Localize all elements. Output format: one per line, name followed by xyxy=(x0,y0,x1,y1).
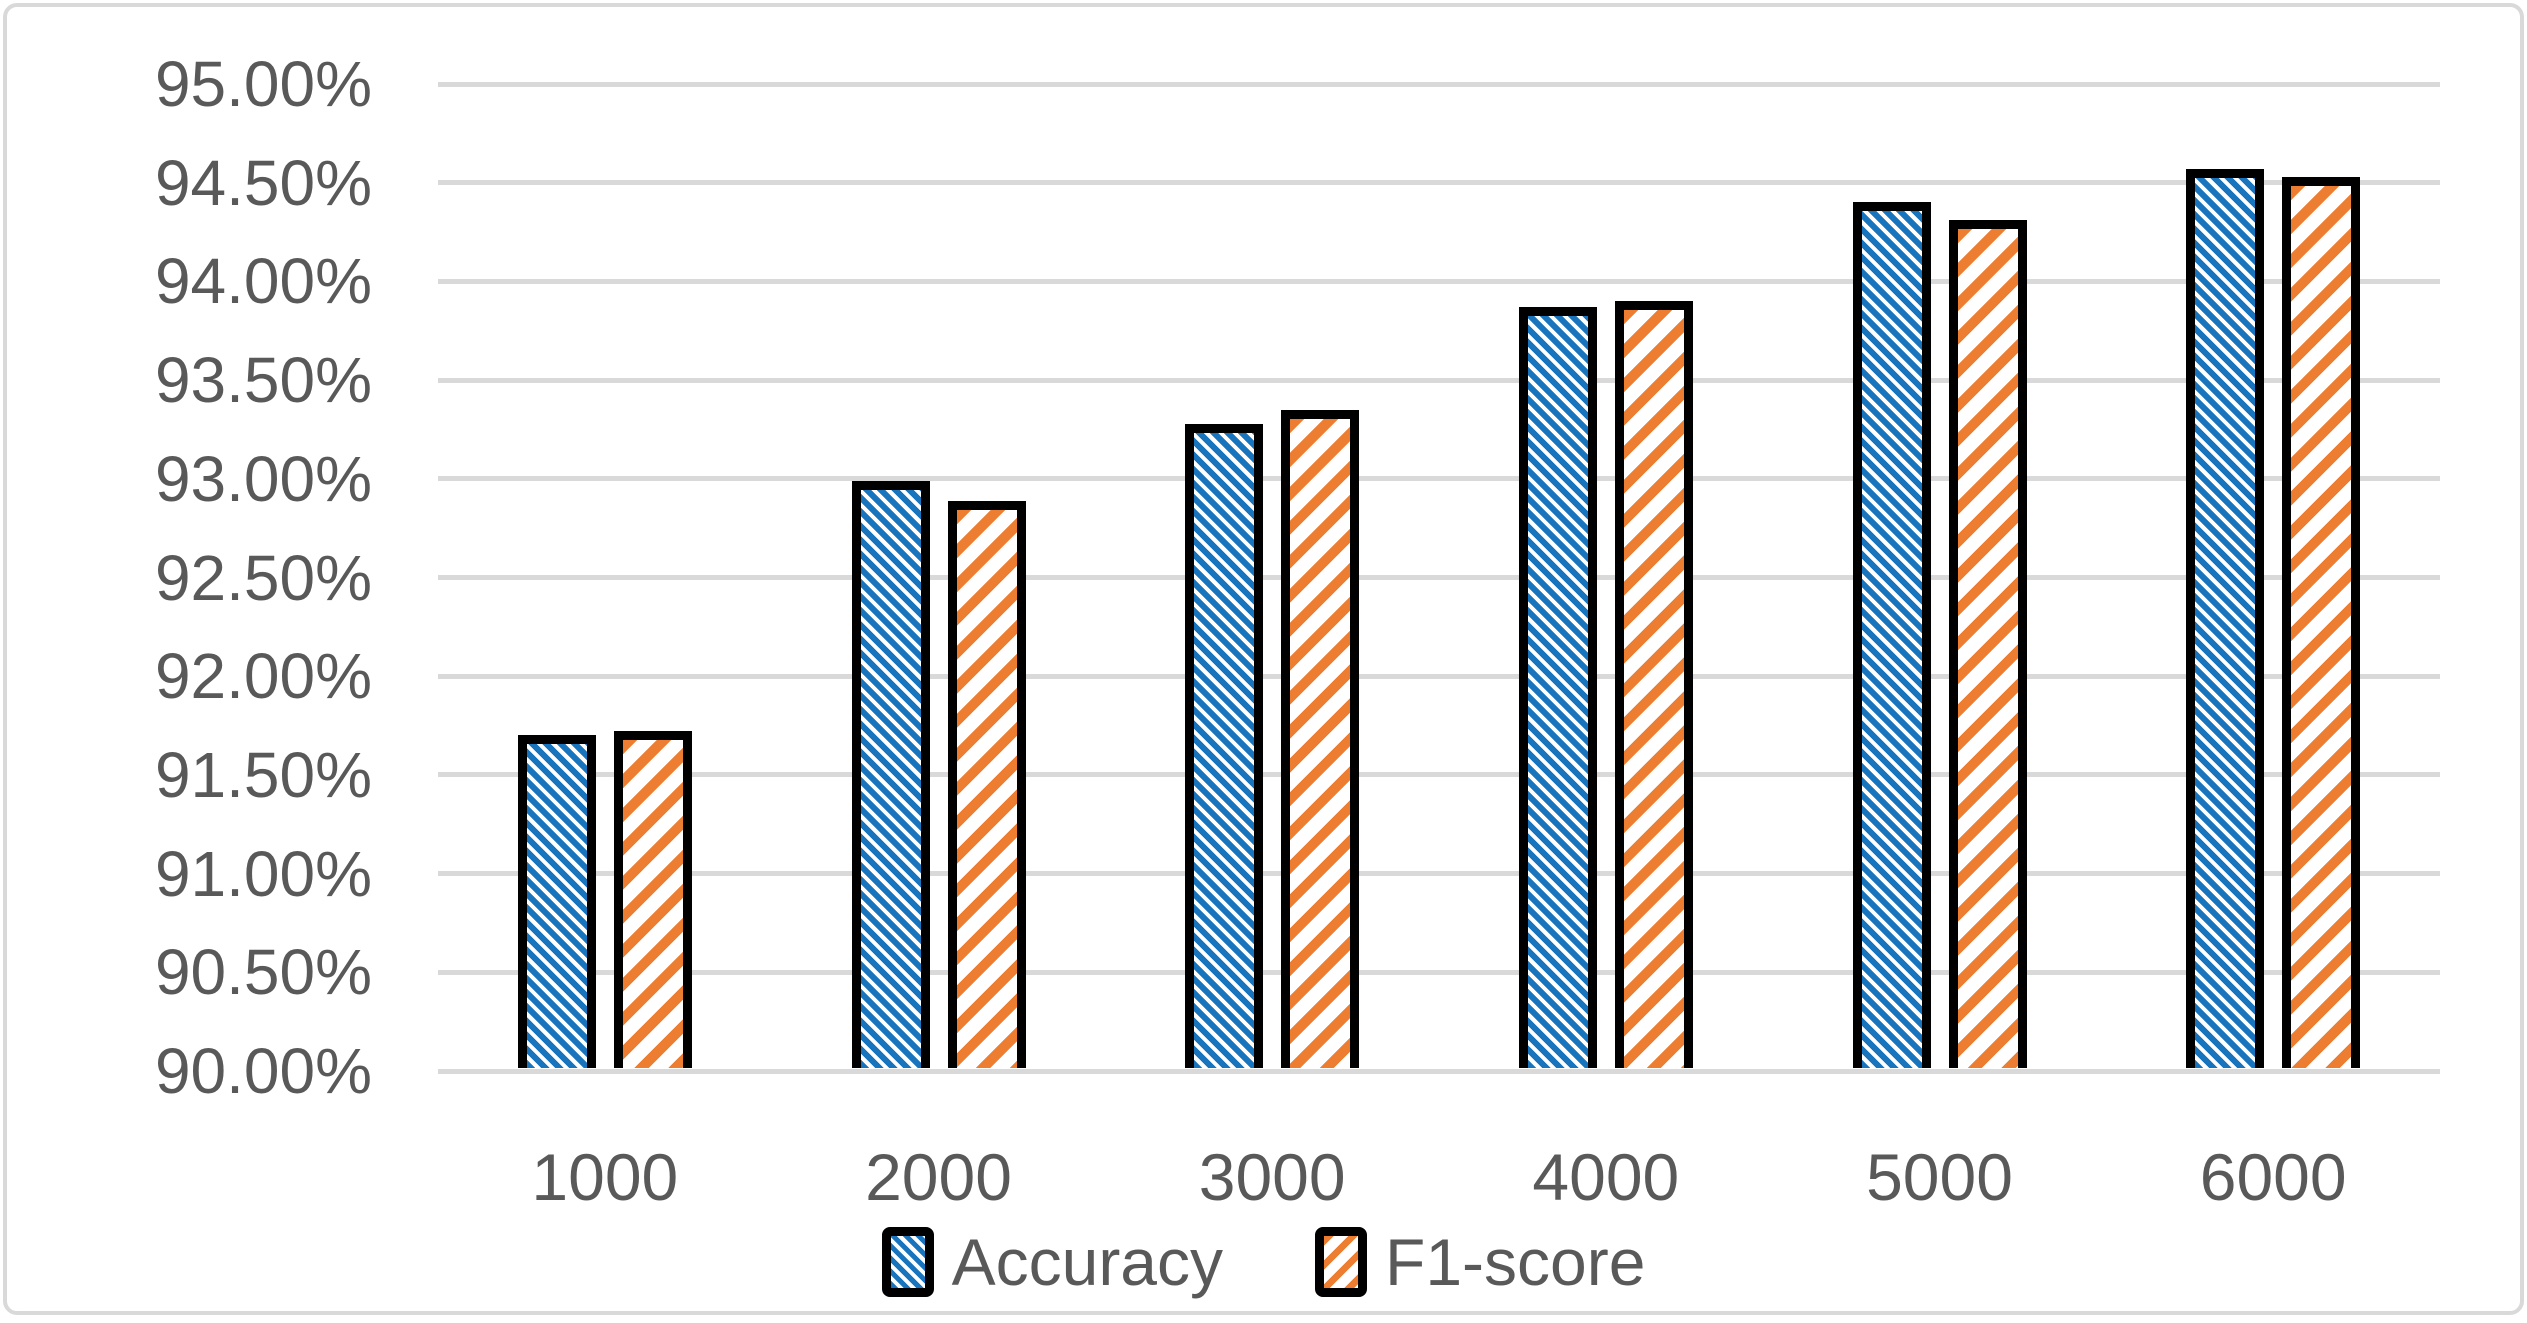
gridline xyxy=(438,673,2440,679)
gridline xyxy=(438,969,2440,975)
gridline xyxy=(438,377,2440,383)
gridline xyxy=(438,180,2440,186)
legend-label-f1-score: F1-score xyxy=(1385,1225,1646,1299)
bar-accuracy-4000 xyxy=(1518,307,1597,1069)
bar-accuracy-5000 xyxy=(1852,202,1931,1069)
gridline xyxy=(438,1068,2440,1074)
gridline xyxy=(438,772,2440,778)
gridline xyxy=(438,575,2440,580)
chart-frame xyxy=(3,3,2524,1315)
y-axis-tick-label: 90.00% xyxy=(154,1035,372,1107)
bar-f1-score-2000 xyxy=(947,500,1026,1069)
y-axis-tick-label: 93.50% xyxy=(154,344,372,417)
legend-label-accuracy: Accuracy xyxy=(951,1225,1224,1299)
x-axis-tick-label: 6000 xyxy=(2199,1140,2347,1214)
y-axis-tick-label: 94.00% xyxy=(154,245,372,318)
bar-f1-score-3000 xyxy=(1281,409,1360,1069)
legend-item-f1-score: F1-score xyxy=(1315,1227,1645,1297)
legend-swatch-accuracy-icon xyxy=(881,1227,934,1297)
bar-accuracy-6000 xyxy=(2186,168,2265,1069)
gridline xyxy=(438,81,2440,87)
legend: Accuracy F1-score xyxy=(0,1222,2527,1302)
legend-swatch-f1-score-icon xyxy=(1315,1227,1368,1297)
bar-accuracy-2000 xyxy=(851,480,930,1069)
x-axis-tick-label: 3000 xyxy=(1198,1140,1346,1214)
y-axis-tick-label: 90.50% xyxy=(154,936,372,1009)
legend-item-accuracy: Accuracy xyxy=(881,1225,1224,1299)
y-axis-tick-label: 91.00% xyxy=(154,837,372,910)
bar-f1-score-5000 xyxy=(1948,220,2027,1069)
bar-accuracy-1000 xyxy=(517,735,596,1069)
y-axis-tick-label: 92.50% xyxy=(154,541,372,614)
y-axis-tick-label: 92.00% xyxy=(154,640,372,713)
x-axis-tick-label: 4000 xyxy=(1532,1140,1680,1214)
x-axis-tick-label: 2000 xyxy=(865,1140,1012,1214)
bar-accuracy-3000 xyxy=(1185,423,1264,1069)
bar-f1-score-1000 xyxy=(613,731,692,1069)
gridline xyxy=(438,278,2440,284)
gridline xyxy=(438,871,2440,877)
y-axis-tick-label: 91.50% xyxy=(154,738,372,811)
x-axis-tick-label: 5000 xyxy=(1866,1140,2013,1214)
bar-f1-score-6000 xyxy=(2282,176,2361,1069)
x-axis-tick-label: 1000 xyxy=(531,1140,679,1214)
y-axis-tick-label: 95.00% xyxy=(154,48,372,120)
gridline xyxy=(438,476,2440,482)
y-axis-tick-label: 94.50% xyxy=(154,146,372,219)
y-axis-tick-label: 93.00% xyxy=(154,442,372,515)
bar-f1-score-4000 xyxy=(1614,301,1693,1069)
